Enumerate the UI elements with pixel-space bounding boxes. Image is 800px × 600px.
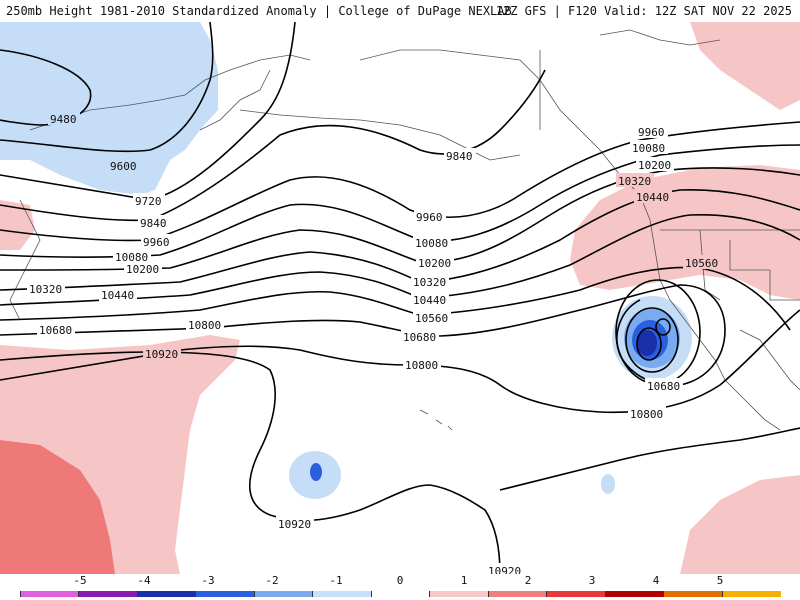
legend-color-segment [312,591,372,597]
model-run-info: 12Z GFS | F120 Valid: 12Z SAT NOV 22 202… [495,4,792,18]
legend-color-segment [78,591,138,597]
label-10440b: 10440 [413,294,446,307]
label-9840a: 9840 [140,217,167,230]
legend-color-segment [370,591,431,597]
legend-tick: 3 [588,574,596,587]
label-10440c: 10440 [636,191,669,204]
label-9960c: 9960 [638,126,665,139]
label-10200b: 10200 [418,257,451,270]
label-9600: 9600 [110,160,137,173]
label-10080b: 10080 [415,237,448,250]
label-10320b: 10320 [413,276,446,289]
legend-color-segment [429,591,489,597]
map-header: 250mb Height 1981-2010 Standardized Anom… [0,0,800,22]
label-10560b: 10560 [685,257,718,270]
legend-color-segment [20,591,80,597]
label-10680c: 10680 [647,380,680,393]
label-10800b: 10800 [405,359,438,372]
positive-anomaly-se [680,475,800,574]
legend-color-segment [136,591,197,597]
label-9840b: 9840 [446,150,473,163]
coastlines [9,29,800,431]
legend-tick: -1 [329,574,343,587]
positive-anomaly-strong-sw [0,440,115,574]
legend-tick: 4 [652,574,660,587]
label-10320c: 10320 [618,175,651,188]
legend-tick: 0 [396,574,404,587]
label-10560a: 10560 [415,312,448,325]
anomaly-color-legend: -5 -4 -3 -2 -1 0 1 2 3 4 5 [0,574,800,600]
label-10200c: 10200 [638,159,671,172]
label-10080c: 10080 [632,142,665,155]
low-contour-mid [625,307,679,373]
contour-9840 [0,69,546,222]
legend-tick: -2 [265,574,279,587]
label-10440a: 10440 [101,289,134,302]
legend-tick: -4 [137,574,151,587]
contour-9720 [0,22,296,201]
legend-color-segment [195,591,255,597]
anomaly-shading [0,22,800,574]
label-9960a: 9960 [143,236,170,249]
contour-labels: 9480 9600 9720 9840 9840 9960 9960 9960 … [27,111,721,574]
label-9960b: 9960 [416,211,443,224]
legend-tick: 1 [460,574,468,587]
legend-tick: 2 [524,574,532,587]
label-10800a: 10800 [188,319,221,332]
legend-color-segment [487,591,548,597]
negative-anomaly-small [601,474,615,494]
negative-anomaly-low-core [637,330,657,356]
legend-color-segment [546,591,606,597]
label-10320a: 10320 [29,283,62,296]
legend-color-segment [663,591,723,597]
label-10920a: 10920 [145,348,178,361]
label-10200a: 10200 [126,263,159,276]
legend-color-segment [604,591,665,597]
low-contour-inner [636,327,662,361]
positive-anomaly-ne [690,22,800,110]
label-9480: 9480 [50,113,77,126]
label-10800c: 10800 [630,408,663,421]
label-10080a: 10080 [115,251,148,264]
contour-9480 [0,49,92,126]
label-10920c: 10920 [488,565,521,574]
low-contour-small [655,318,671,336]
label-10680b: 10680 [403,331,436,344]
legend-tick: 5 [716,574,724,587]
legend-tick: -3 [201,574,215,587]
map-title: 250mb Height 1981-2010 Standardized Anom… [6,4,512,18]
label-10920b: 10920 [278,518,311,531]
height-anomaly-map: 9480 9600 9720 9840 9840 9960 9960 9960 … [0,22,800,574]
negative-anomaly-mid-pacific-core [310,463,322,481]
negative-anomaly-nw [0,22,218,195]
contour-9600 [0,22,214,153]
legend-tick: -5 [73,574,87,587]
label-9720: 9720 [135,195,162,208]
legend-color-segment [721,591,781,597]
label-10680a: 10680 [39,324,72,337]
positive-anomaly-west-coast [570,165,800,300]
legend-color-segment [253,591,314,597]
contour-10920-east [499,427,800,491]
legend-color-bar [20,591,781,597]
